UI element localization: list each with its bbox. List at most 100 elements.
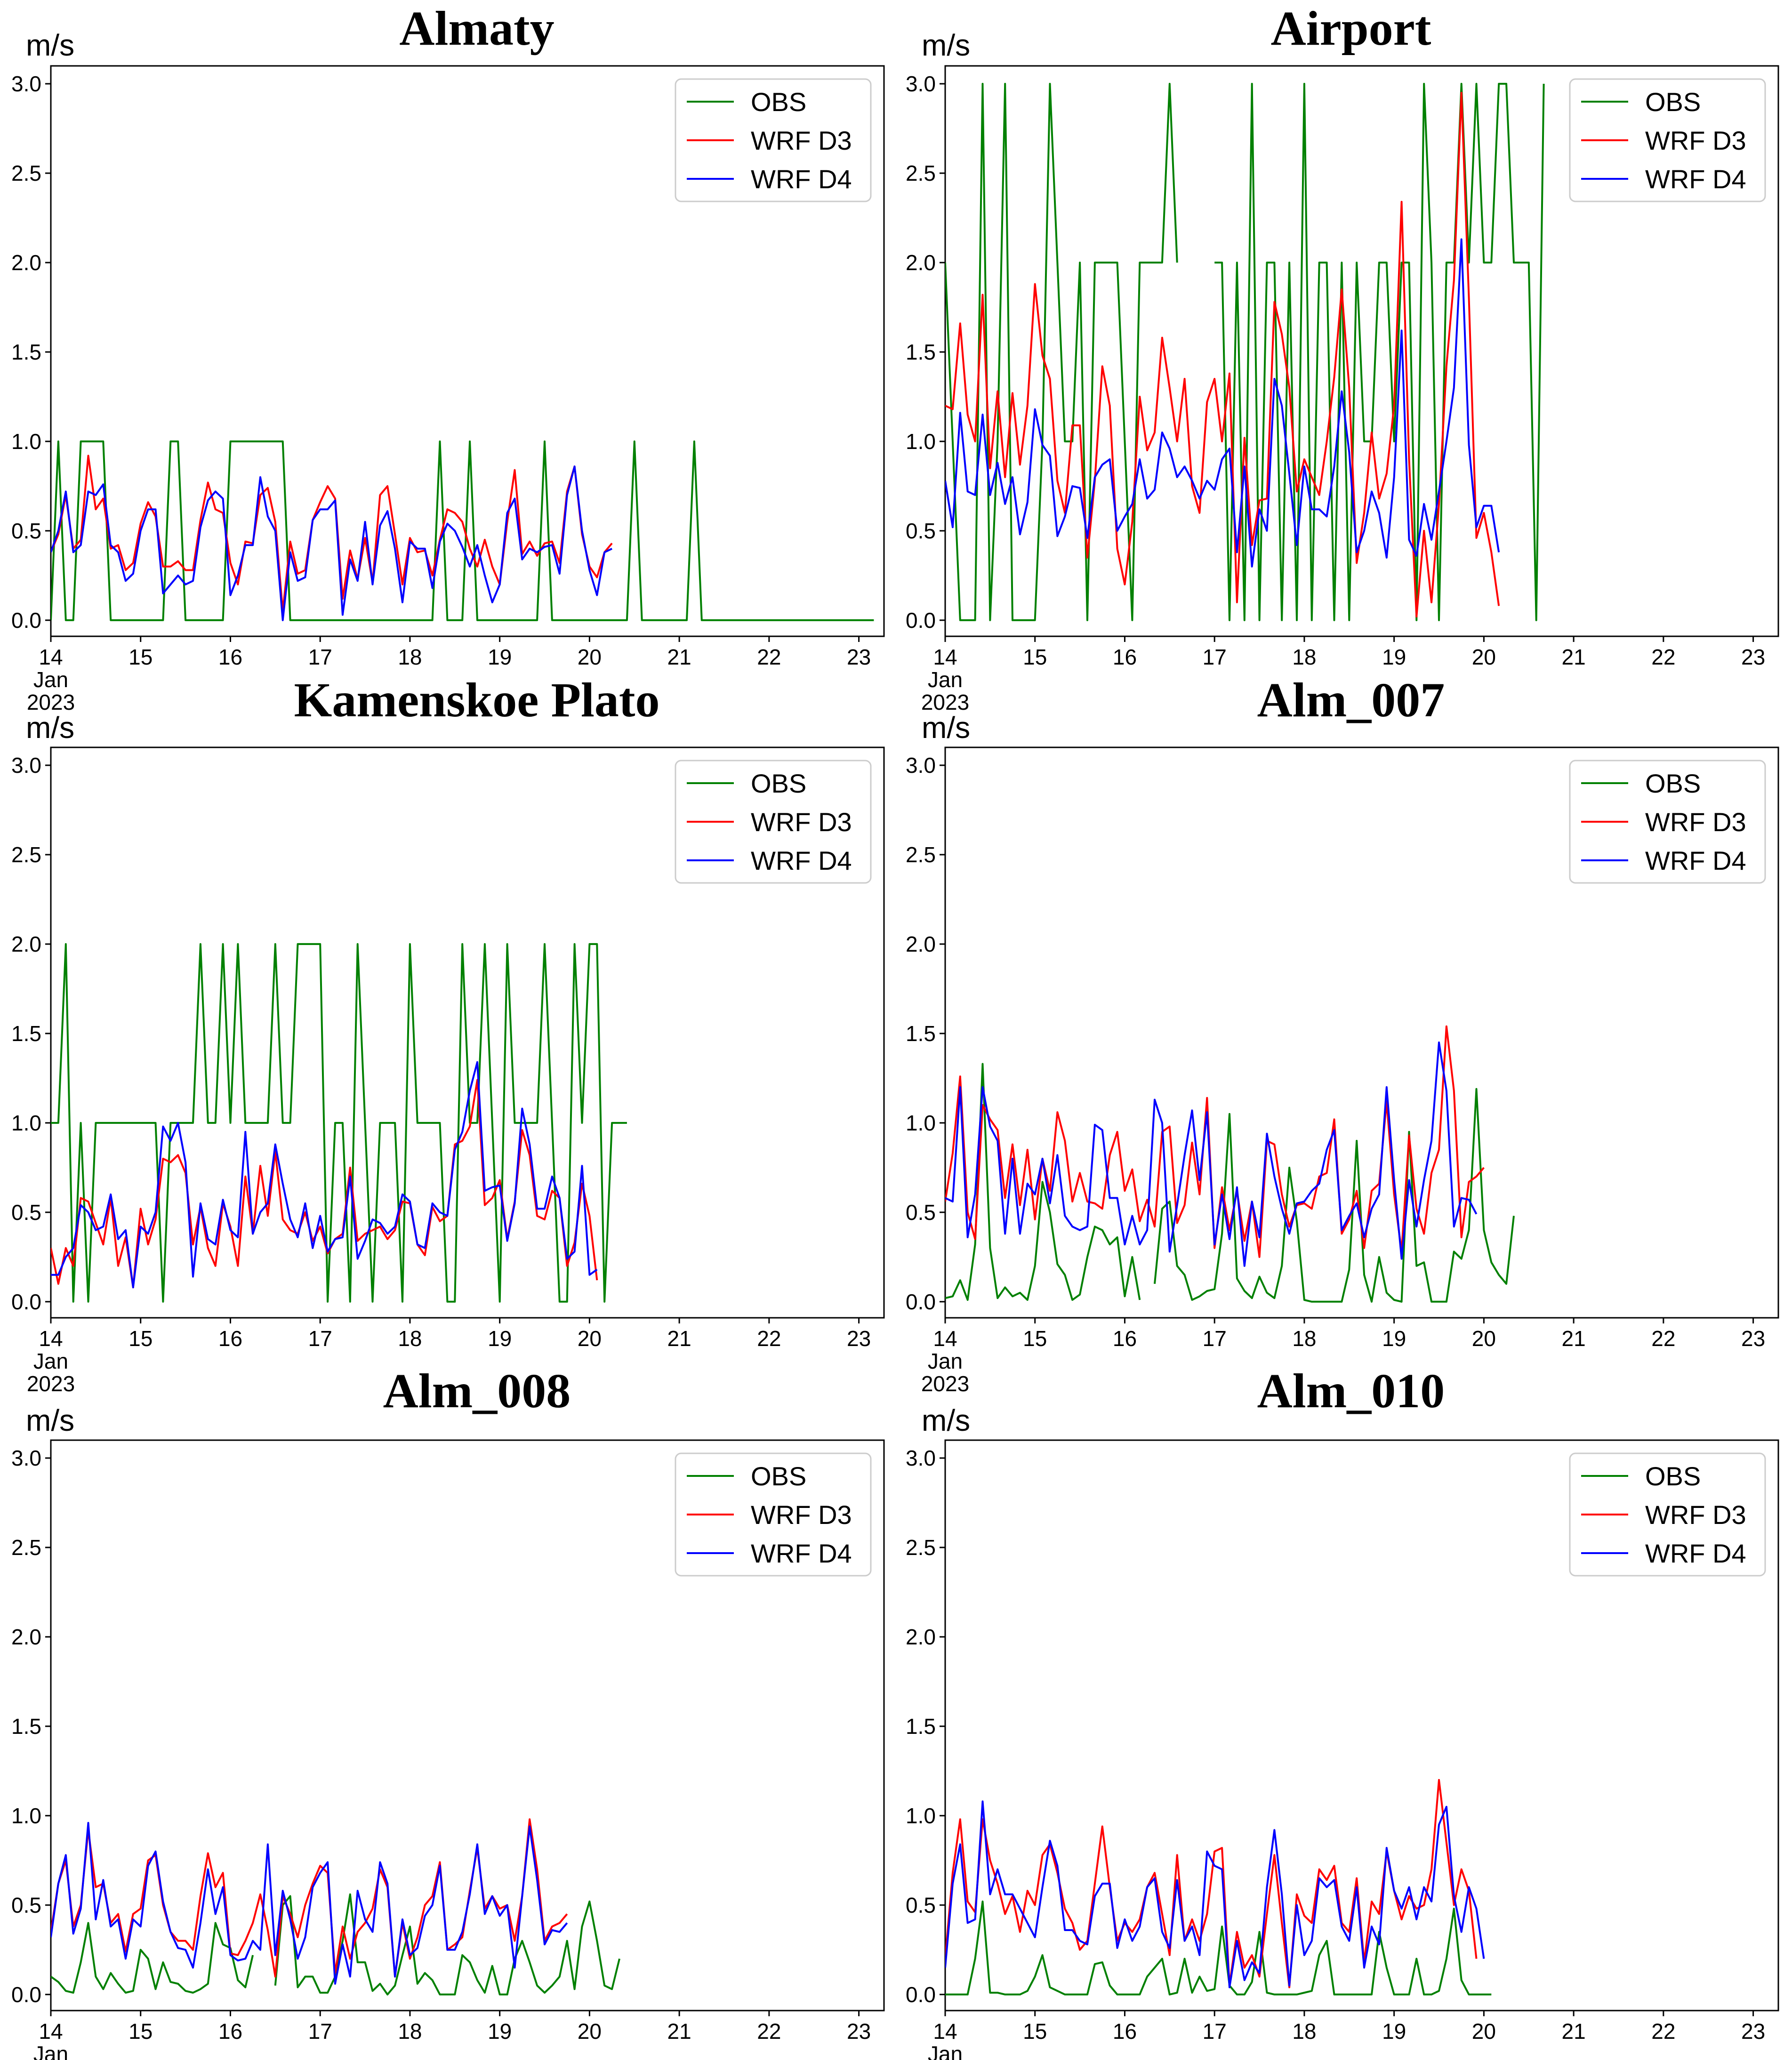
legend-label: WRF D3 bbox=[1645, 1500, 1746, 1530]
x-tick-label: 15 bbox=[129, 1326, 153, 1351]
y-tick-label: 1.0 bbox=[906, 1804, 936, 1828]
x-tick-sublabel: Jan bbox=[33, 2042, 68, 2060]
x-tick-label: 15 bbox=[1023, 1326, 1047, 1351]
x-tick-label: 23 bbox=[847, 645, 871, 669]
x-tick-label: 14 bbox=[39, 1326, 63, 1351]
series-line-wrf-d4 bbox=[945, 1800, 1485, 1988]
y-tick-label: 3.0 bbox=[11, 72, 41, 96]
x-tick-label: 15 bbox=[1023, 645, 1047, 669]
legend-label: WRF D3 bbox=[1645, 807, 1746, 837]
x-tick-label: 19 bbox=[1382, 645, 1406, 669]
y-tick-label: 2.5 bbox=[11, 161, 41, 185]
x-tick-label: 20 bbox=[1472, 2019, 1496, 2044]
legend-box bbox=[1569, 760, 1766, 884]
legend-label: OBS bbox=[751, 1461, 806, 1491]
x-tick-label: 14 bbox=[39, 645, 63, 669]
x-tick-sublabel: Jan bbox=[928, 2042, 963, 2060]
x-tick-label: 19 bbox=[488, 645, 512, 669]
series-line-wrf-d3 bbox=[945, 1779, 1478, 1988]
legend-box bbox=[675, 78, 872, 202]
series-line-wrf-d4 bbox=[51, 1822, 568, 1985]
legend-label: OBS bbox=[1645, 1461, 1701, 1491]
series-line-obs bbox=[945, 1900, 1492, 1996]
panel-airport: Airport m/s 0.0 0.5 1.0 1.5 2.0 2.5 3.0 14 15 16 17 1… bbox=[906, 1, 1779, 714]
series-line-wrf-d4 bbox=[945, 1041, 1478, 1267]
x-tick-label: 19 bbox=[488, 2019, 512, 2044]
y-tick-label: 2.0 bbox=[906, 932, 936, 956]
panel-title: Kamenskoe Plato bbox=[294, 673, 659, 727]
y-tick-label: 0.0 bbox=[906, 608, 936, 633]
y-tick-label: 2.5 bbox=[11, 1535, 41, 1560]
legend-label: WRF D3 bbox=[1645, 126, 1746, 155]
y-axis-unit-label: m/s bbox=[922, 1403, 970, 1437]
y-axis-unit-label: m/s bbox=[26, 1403, 74, 1437]
y-tick-label: 2.5 bbox=[906, 842, 936, 867]
x-tick-label: 20 bbox=[1472, 645, 1496, 669]
y-tick-label: 0.0 bbox=[906, 1982, 936, 2007]
legend: OBS WRF D3 WRF D4 bbox=[675, 760, 872, 884]
x-tick-label: 19 bbox=[1382, 2019, 1406, 2044]
legend-label: WRF D4 bbox=[751, 846, 852, 875]
y-tick-label: 0.5 bbox=[906, 1200, 936, 1225]
y-tick-label: 1.5 bbox=[906, 340, 936, 364]
x-tick-label: 18 bbox=[1292, 645, 1316, 669]
x-tick-label: 22 bbox=[757, 2019, 781, 2044]
y-axis-unit-label: m/s bbox=[26, 711, 74, 745]
y-tick-label: 0.0 bbox=[11, 608, 41, 633]
y-tick-label: 0.0 bbox=[906, 1290, 936, 1314]
x-tick-label: 17 bbox=[1203, 645, 1227, 669]
y-tick-label: 3.0 bbox=[11, 1446, 41, 1470]
y-tick-label: 2.5 bbox=[11, 842, 41, 867]
x-tick-label: 18 bbox=[398, 2019, 422, 2044]
legend-label: WRF D4 bbox=[1645, 846, 1746, 875]
x-tick-label: 21 bbox=[667, 2019, 691, 2044]
series-line-obs bbox=[51, 440, 874, 621]
x-tick-label: 20 bbox=[1472, 1326, 1496, 1351]
x-tick-sublabel: Jan bbox=[928, 667, 963, 692]
y-tick-label: 2.0 bbox=[906, 1625, 936, 1649]
x-tick-label: 20 bbox=[578, 1326, 602, 1351]
x-tick-sublabel: 2023 bbox=[27, 690, 75, 714]
legend-label: WRF D4 bbox=[751, 164, 852, 194]
x-tick-label: 21 bbox=[1562, 2019, 1586, 2044]
series-line-wrf-d4 bbox=[51, 1061, 598, 1289]
x-tick-sublabel: Jan bbox=[33, 667, 68, 692]
x-tick-label: 19 bbox=[1382, 1326, 1406, 1351]
legend: OBS WRF D3 WRF D4 bbox=[1569, 1452, 1766, 1577]
panel-alm-007: Alm_007 m/s 0.0 0.5 1.0 1.5 2.0 2.5 3.0 14 15 16 17 1… bbox=[906, 673, 1779, 1396]
y-tick-label: 0.5 bbox=[11, 1893, 41, 1917]
x-tick-label: 18 bbox=[398, 645, 422, 669]
x-tick-label: 23 bbox=[847, 1326, 871, 1351]
series-line-wrf-d3 bbox=[945, 92, 1500, 618]
panel-alm-008: Alm_008 m/s 0.0 0.5 1.0 1.5 2.0 2.5 3.0 14 15 16 17 1… bbox=[11, 1364, 885, 2060]
legend-label: OBS bbox=[751, 769, 806, 798]
x-tick-label: 21 bbox=[1562, 645, 1586, 669]
legend-box bbox=[675, 760, 872, 884]
x-tick-sublabel: 2023 bbox=[921, 690, 969, 714]
x-tick-label: 21 bbox=[667, 645, 691, 669]
series-line-obs bbox=[51, 943, 627, 1303]
y-tick-label: 2.0 bbox=[11, 250, 41, 275]
axes-frame bbox=[944, 1439, 1779, 2012]
y-tick-label: 1.5 bbox=[11, 340, 41, 364]
x-tick-label: 20 bbox=[578, 645, 602, 669]
legend-label: WRF D3 bbox=[751, 1500, 852, 1530]
x-tick-sublabel: Jan bbox=[928, 1349, 963, 1373]
legend-label: WRF D3 bbox=[751, 126, 852, 155]
y-axis-unit-label: m/s bbox=[922, 28, 970, 62]
legend-label: WRF D4 bbox=[751, 1539, 852, 1568]
x-tick-label: 21 bbox=[1562, 1326, 1586, 1351]
y-tick-label: 0.5 bbox=[11, 519, 41, 543]
x-tick-label: 17 bbox=[308, 2019, 332, 2044]
y-tick-label: 2.0 bbox=[11, 1625, 41, 1649]
x-tick-label: 14 bbox=[933, 645, 957, 669]
y-tick-label: 0.5 bbox=[906, 519, 936, 543]
x-tick-label: 18 bbox=[1292, 1326, 1316, 1351]
x-tick-sublabel: 2023 bbox=[921, 1371, 969, 1396]
legend-box bbox=[1569, 1452, 1766, 1577]
y-tick-label: 0.5 bbox=[906, 1893, 936, 1917]
x-tick-label: 15 bbox=[1023, 2019, 1047, 2044]
y-tick-label: 1.0 bbox=[906, 1111, 936, 1135]
legend-label: WRF D4 bbox=[1645, 164, 1746, 194]
